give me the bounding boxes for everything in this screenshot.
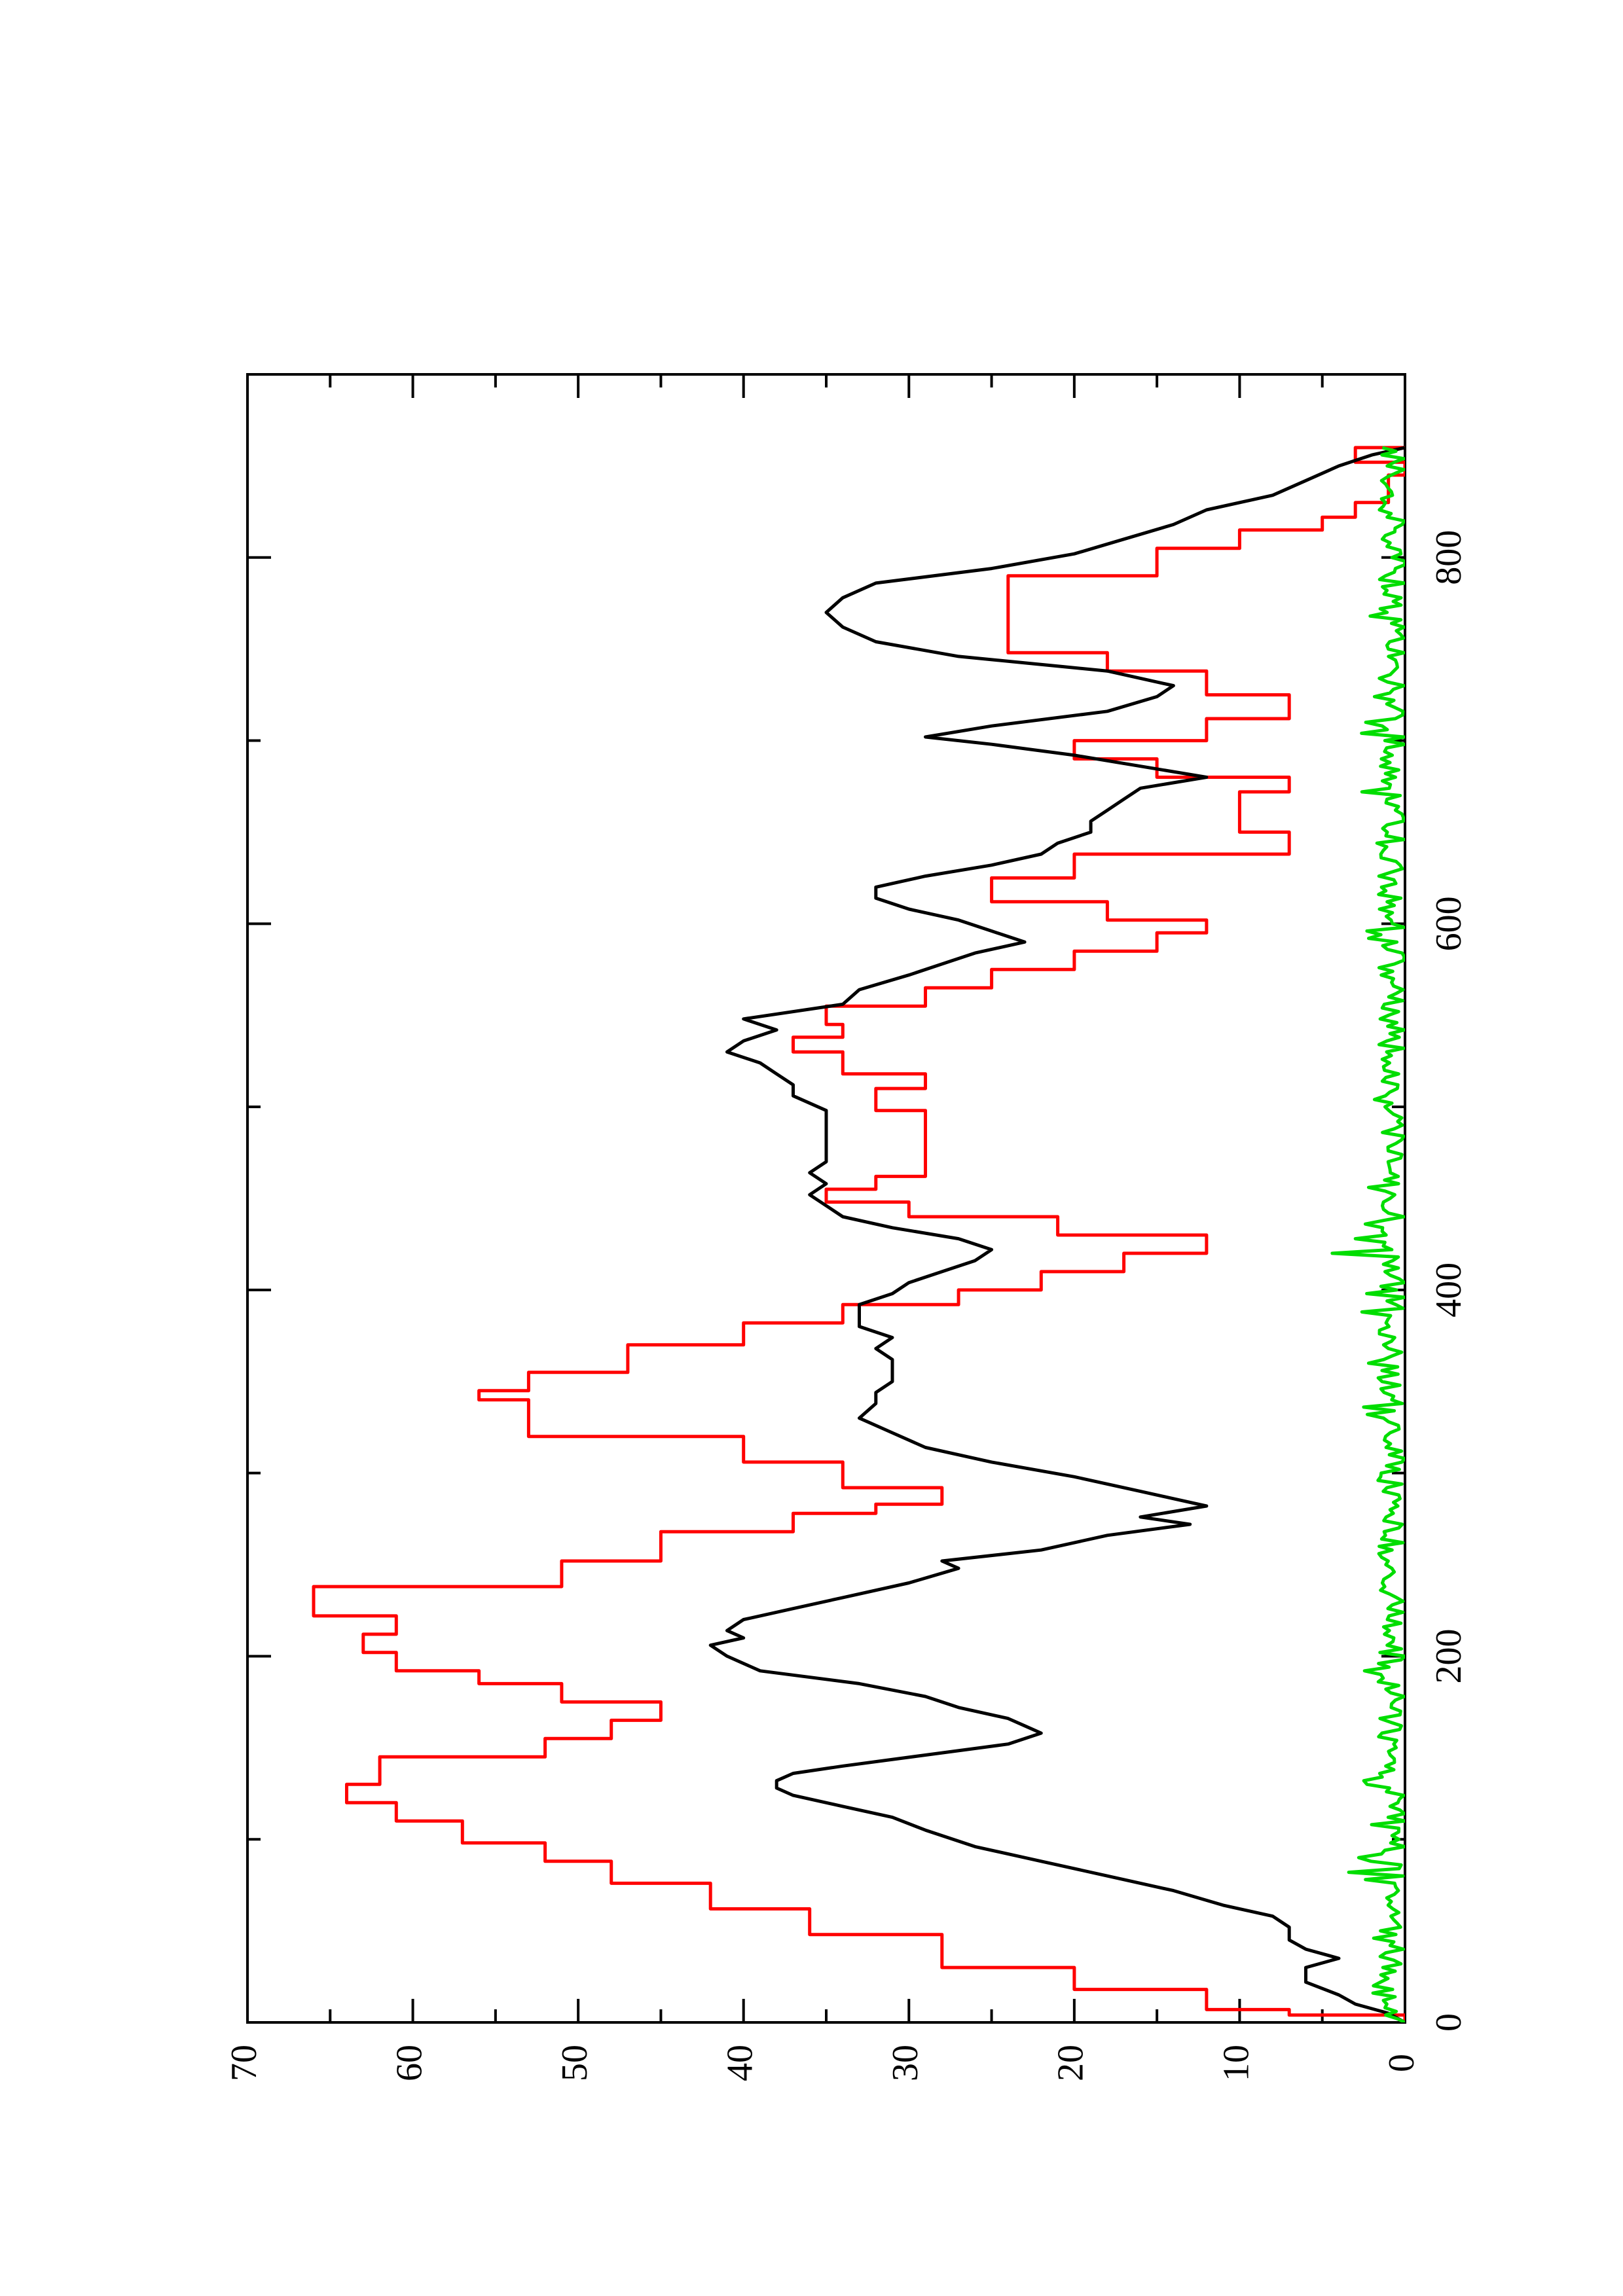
series-line-2: [708, 446, 1405, 2022]
series-line-3: [1330, 446, 1405, 2022]
y-tick-label: 30: [885, 2045, 926, 2081]
y-tick-label: 0: [1381, 2054, 1422, 2072]
series-line-1: [312, 446, 1405, 2022]
plot-area: 0 200 400 600 800 0 10 20 30 40 50 60 70: [224, 373, 1469, 2081]
y-tick-label: 20: [1051, 2045, 1091, 2081]
x-tick-label: 400: [1429, 1263, 1469, 1318]
y-tick-label: 50: [555, 2045, 595, 2081]
x-tick-label: 800: [1429, 530, 1469, 585]
x-tick-label: 600: [1429, 896, 1469, 951]
y-tick-label: 60: [389, 2045, 429, 2081]
y-tick-label: 10: [1216, 2045, 1256, 2081]
x-tick-label: 0: [1429, 2013, 1469, 2032]
y-tick-label: 70: [224, 2045, 264, 2081]
y-tick-label: 40: [720, 2045, 761, 2081]
x-tick-label: 200: [1429, 1628, 1469, 1683]
